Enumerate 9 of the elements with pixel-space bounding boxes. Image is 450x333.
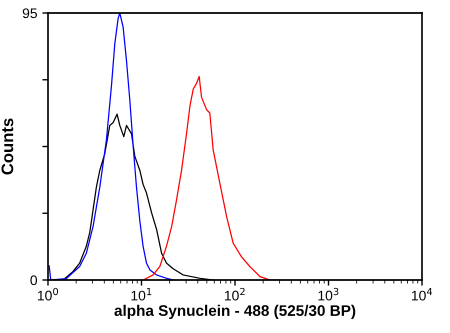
y-tick-label: 95 bbox=[22, 8, 38, 18]
x-tick-label: 10$^{2}$ bbox=[224, 288, 245, 301]
y-axis-title: Counts bbox=[1, 118, 14, 175]
x-tick-label: 10$^{0}$ bbox=[38, 288, 58, 301]
y-tick-label: 0 bbox=[30, 275, 38, 286]
x-tick-label: 10$^{3}$ bbox=[318, 288, 338, 301]
x-tick-label: 10$^{4}$ bbox=[412, 288, 432, 301]
x-axis-title: alpha Synuclein - 488 (525/30 BP) bbox=[114, 304, 356, 319]
x-tick-label: 10$^{1}$ bbox=[131, 288, 152, 301]
